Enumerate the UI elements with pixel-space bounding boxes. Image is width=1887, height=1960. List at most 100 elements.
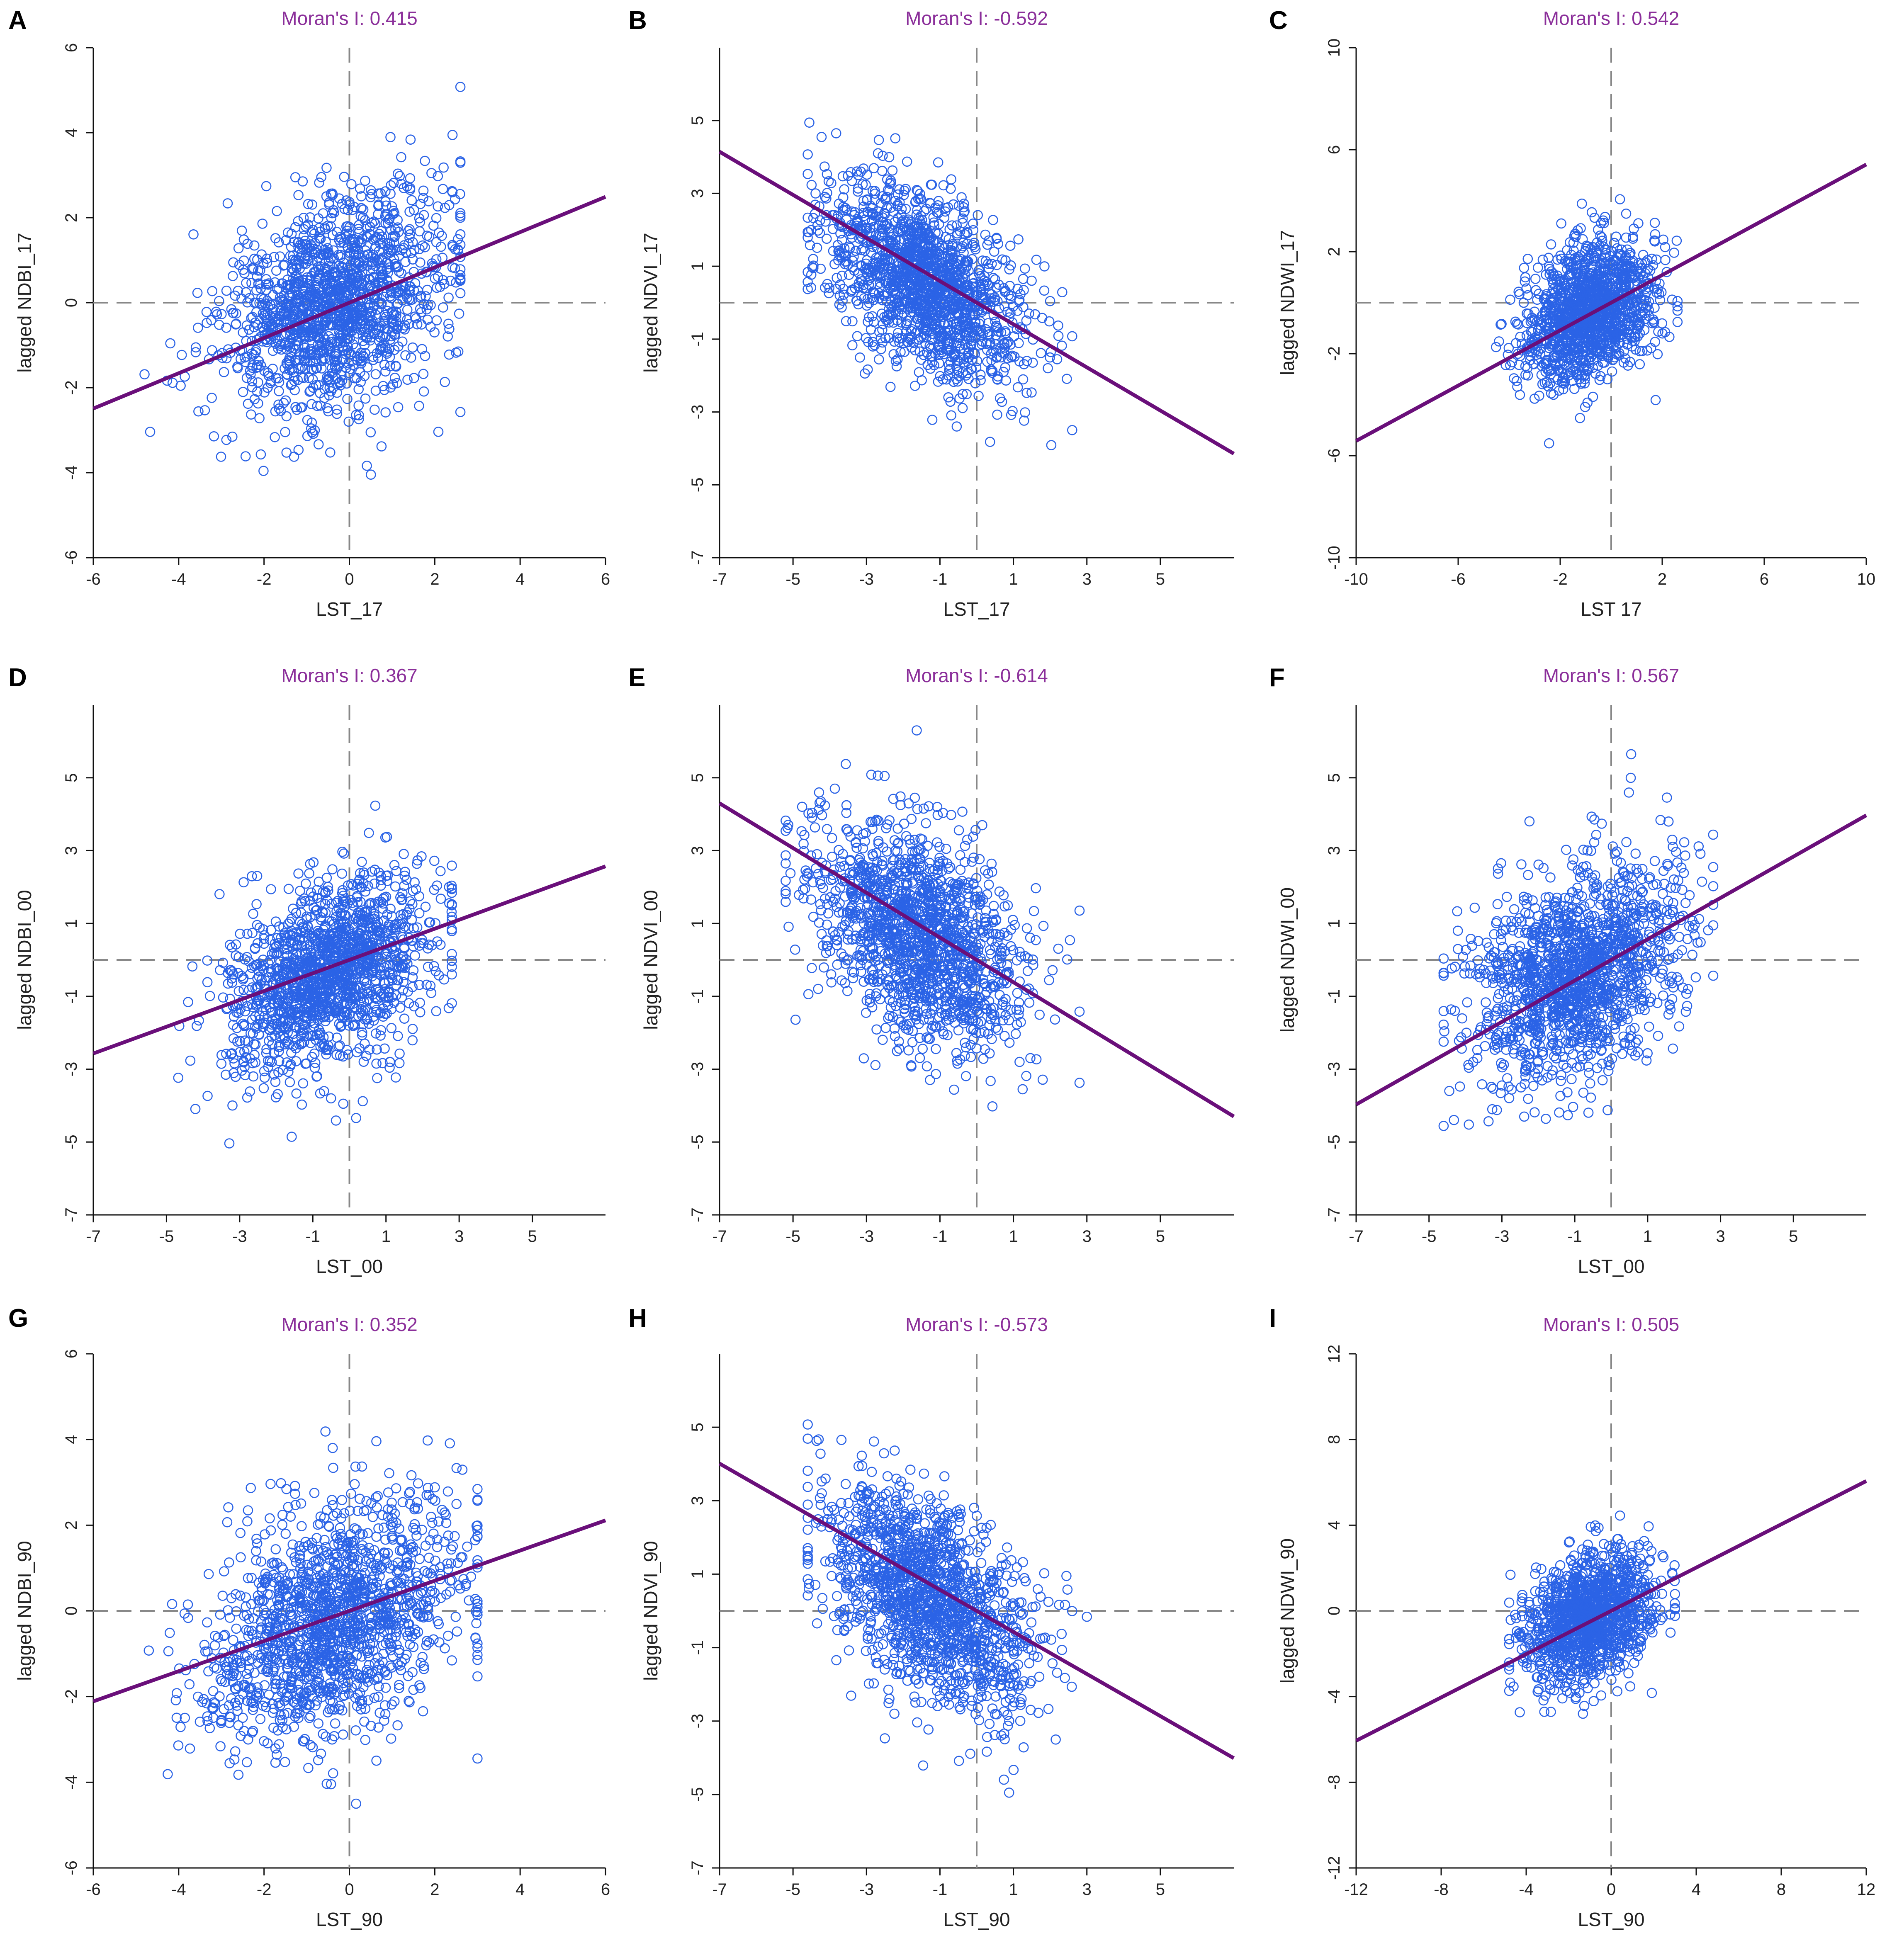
point — [962, 227, 973, 238]
point — [1012, 382, 1023, 393]
point — [455, 407, 466, 418]
point — [418, 192, 428, 203]
point — [185, 1055, 196, 1066]
point — [231, 319, 241, 330]
point — [433, 201, 443, 212]
point — [353, 384, 364, 395]
point — [1576, 223, 1586, 233]
point — [337, 199, 348, 209]
point — [339, 172, 350, 182]
point — [248, 1071, 259, 1082]
point — [385, 361, 395, 372]
point — [331, 226, 342, 237]
point — [970, 378, 981, 389]
x-tick-label: 2 — [1658, 570, 1667, 588]
point — [390, 224, 401, 235]
point — [946, 410, 956, 421]
point — [806, 180, 817, 190]
point — [1031, 255, 1042, 265]
point — [1515, 389, 1525, 400]
x-tick-label: -3 — [859, 570, 874, 588]
point — [253, 278, 264, 289]
point — [389, 372, 400, 383]
point — [303, 199, 314, 209]
point — [207, 286, 218, 296]
point — [831, 128, 841, 138]
point — [426, 300, 436, 311]
point — [410, 950, 420, 961]
point — [414, 401, 424, 411]
point — [1533, 262, 1543, 273]
point — [1013, 234, 1024, 245]
point — [188, 229, 199, 240]
point — [244, 324, 255, 335]
point — [306, 417, 317, 428]
point — [312, 401, 323, 411]
point — [139, 369, 150, 380]
y-tick-label: -5 — [62, 1134, 80, 1149]
point — [1062, 374, 1072, 384]
point — [1621, 208, 1632, 219]
point — [813, 225, 823, 236]
point — [1589, 212, 1600, 223]
point — [271, 265, 282, 276]
point — [251, 285, 262, 296]
point — [333, 234, 344, 245]
point — [353, 400, 364, 411]
moran-title: Moran's I: 0.415 — [281, 7, 417, 29]
point — [254, 413, 265, 424]
point — [1634, 359, 1645, 369]
panel-letter-c: C — [1269, 6, 1288, 35]
point — [1672, 296, 1683, 306]
x-tick-label: 5 — [528, 1227, 537, 1246]
point — [275, 251, 285, 262]
point — [957, 403, 968, 413]
point — [380, 186, 391, 197]
point — [255, 449, 266, 460]
point — [1026, 275, 1037, 286]
point — [297, 176, 308, 187]
point — [406, 195, 417, 206]
point — [192, 287, 203, 298]
point — [370, 385, 381, 396]
point — [884, 152, 895, 163]
point — [327, 188, 338, 199]
point — [187, 961, 198, 972]
y-tick-label: 6 — [62, 43, 80, 52]
point — [1044, 316, 1055, 327]
point — [403, 226, 413, 236]
point — [297, 1099, 307, 1110]
x-tick-label: -6 — [1451, 570, 1466, 588]
point — [242, 1092, 253, 1103]
x-tick-label: -1 — [305, 1227, 320, 1246]
x-tick-label: 5 — [1156, 570, 1165, 588]
y-tick-label: -1 — [62, 989, 80, 1004]
point — [267, 345, 278, 356]
point — [227, 1100, 238, 1111]
panel-d: D Moran's I: 0.367-7 -5 -3 -1 1 3 5-7-5-3-1135L… — [8, 663, 606, 1277]
point — [338, 1098, 349, 1109]
y-tick-label: -10 — [1325, 546, 1343, 570]
point — [281, 235, 292, 245]
point — [407, 342, 418, 353]
point — [407, 254, 418, 265]
point — [815, 228, 825, 238]
point — [341, 378, 352, 389]
point — [281, 411, 292, 422]
point — [426, 168, 437, 178]
panel-letter-d: D — [8, 663, 27, 692]
point — [1611, 231, 1622, 242]
x-axis-title: LST_17 — [316, 598, 383, 620]
point — [400, 350, 411, 361]
point — [385, 132, 396, 143]
scatter-points — [802, 117, 1077, 450]
point — [395, 1003, 406, 1013]
point — [273, 237, 284, 248]
point — [993, 238, 1003, 249]
panel-letter-a: A — [8, 6, 27, 35]
x-axis-title: LST_00 — [316, 1256, 383, 1277]
point — [376, 880, 386, 891]
point — [405, 295, 416, 306]
point — [369, 404, 380, 415]
